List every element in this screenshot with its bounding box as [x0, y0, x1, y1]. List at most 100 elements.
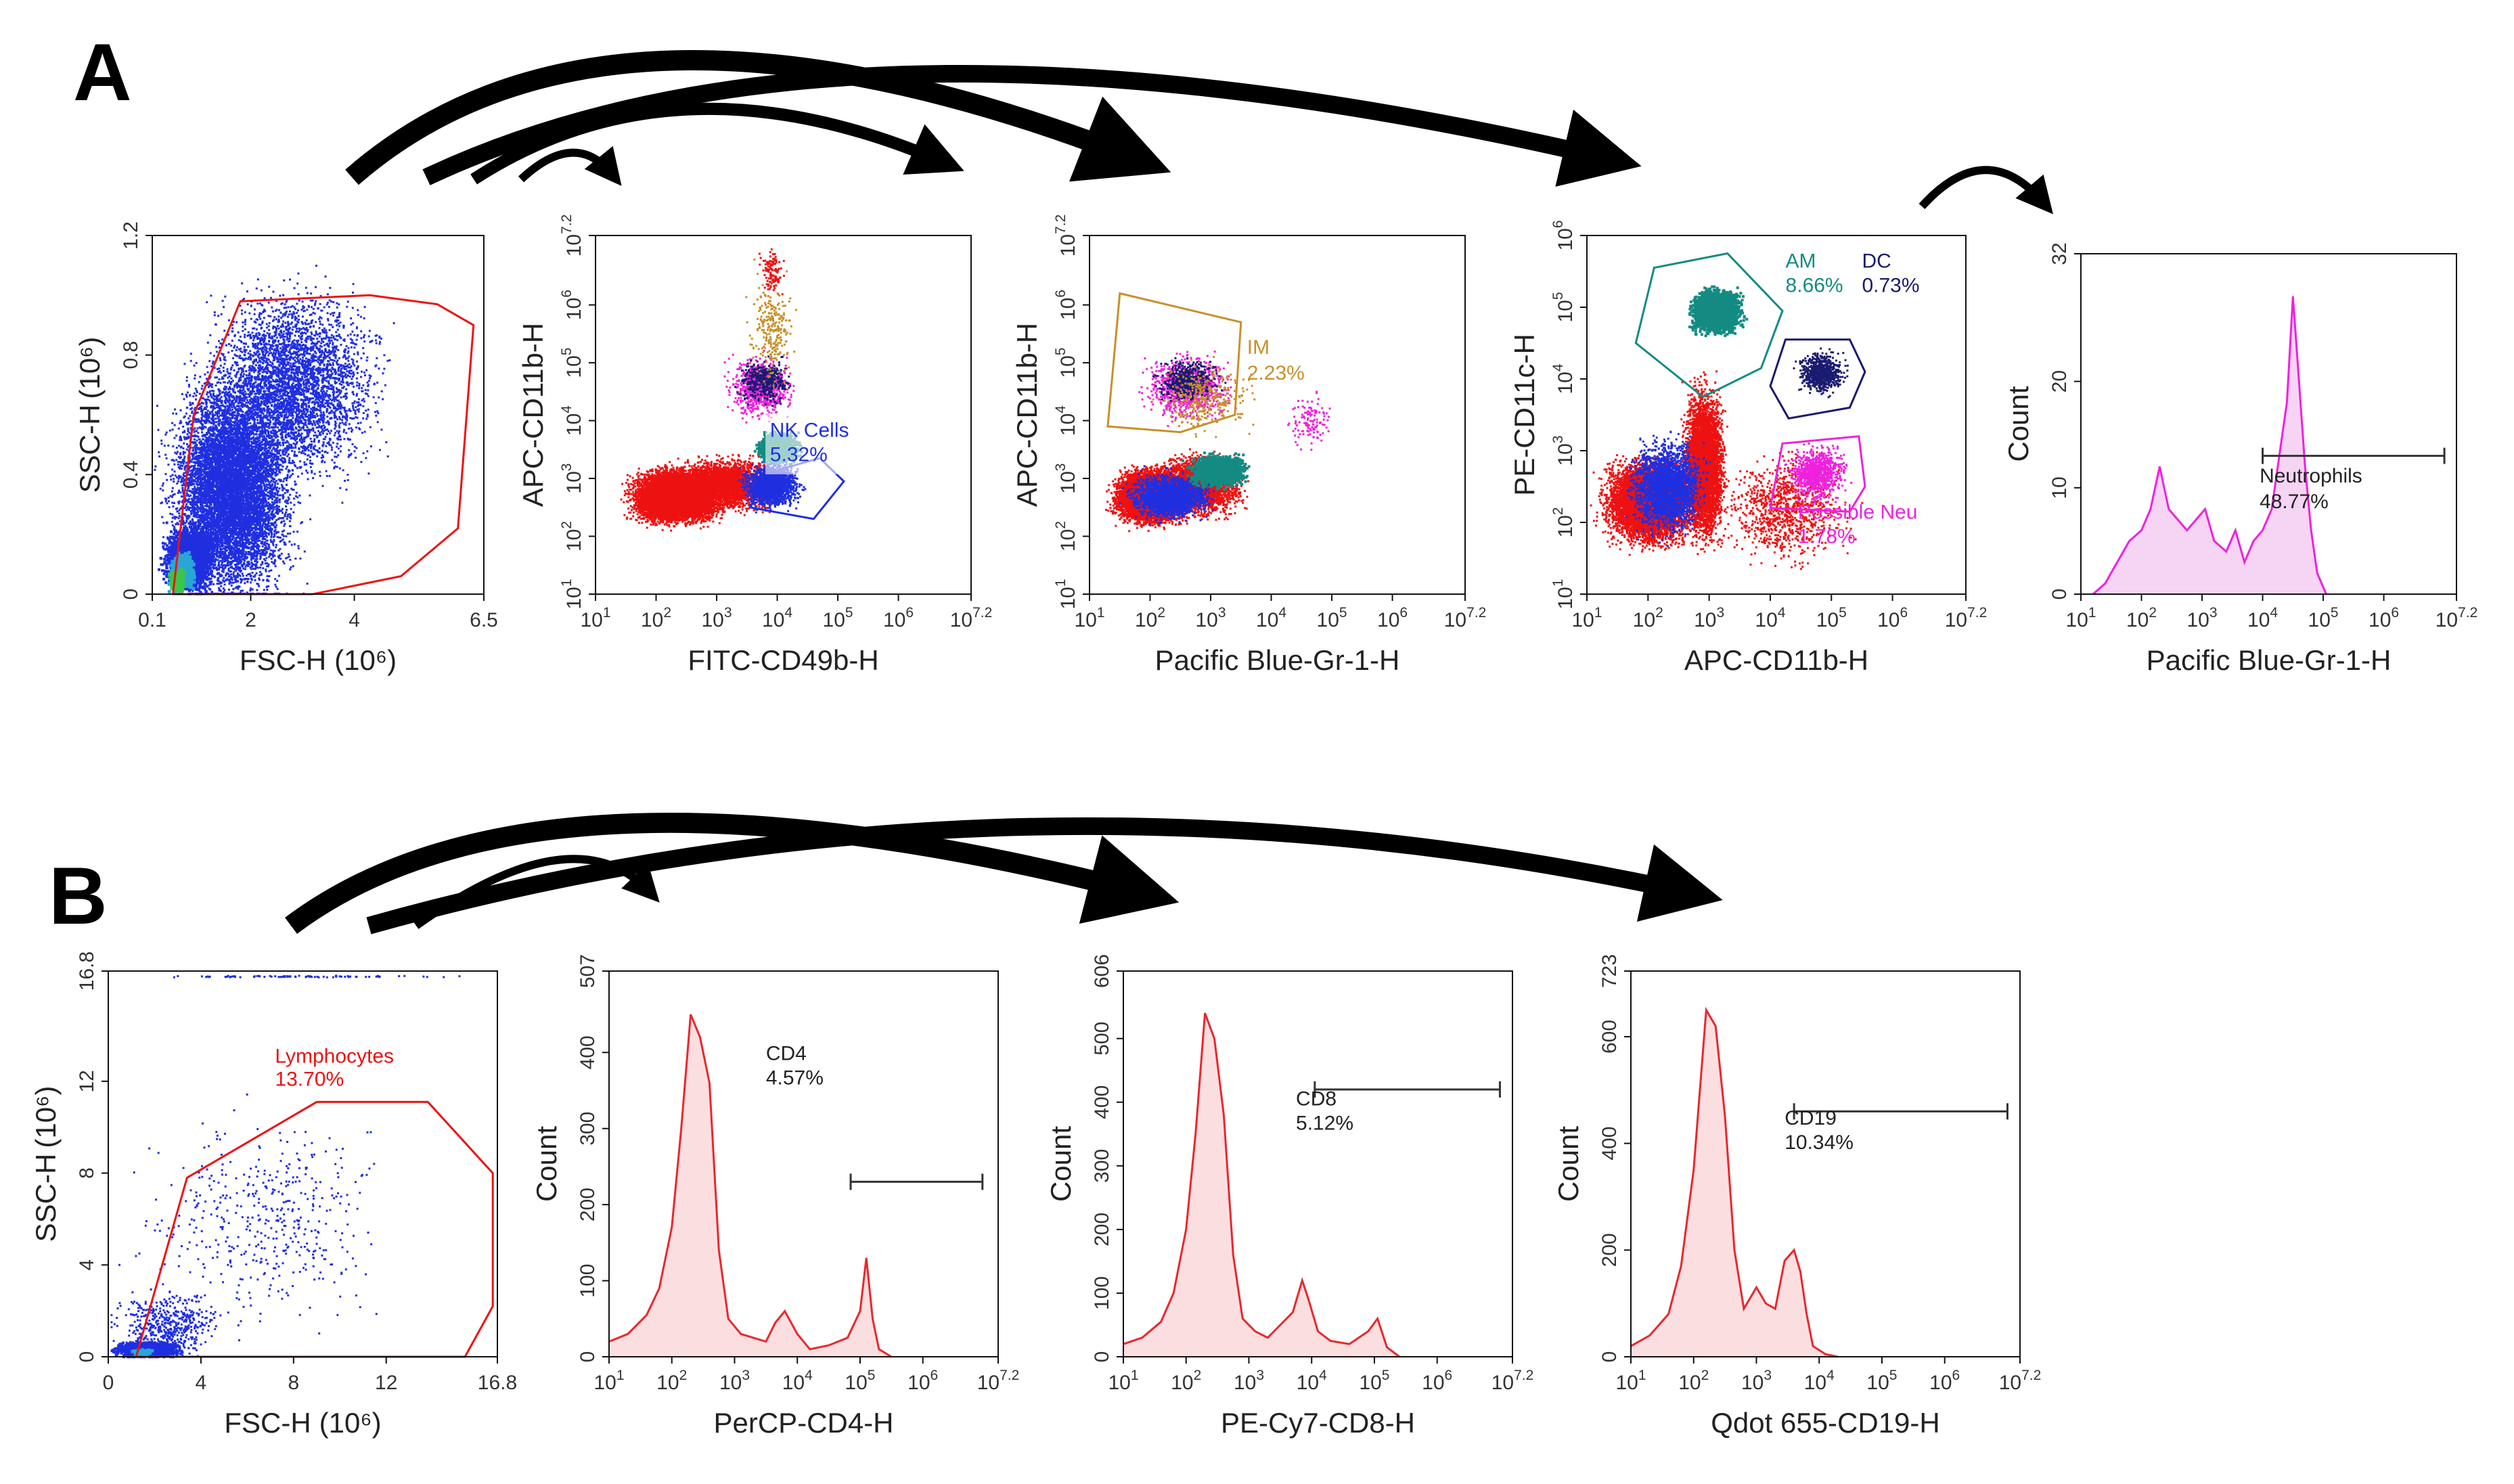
- x-tick-label: 106: [2369, 605, 2399, 631]
- x-tick-label: 102: [1135, 605, 1165, 631]
- histogram-line: [608, 1014, 893, 1358]
- y-tick-label: 106: [559, 290, 585, 320]
- x-tick-label: 106: [1422, 1368, 1452, 1394]
- gate-value-neutrophils: 48.77%: [2260, 491, 2329, 513]
- x-tick-label: 105: [1359, 1368, 1389, 1394]
- y-tick-label: 104: [559, 405, 585, 436]
- x-tick-label: 103: [1694, 605, 1724, 631]
- y-tick-label: 104: [1550, 363, 1577, 394]
- event-cloud: [1625, 430, 1711, 547]
- x-tick-label: 102: [1171, 1368, 1201, 1394]
- x-tick-label: 102: [1633, 605, 1663, 631]
- x-tick-label: 102: [656, 1368, 687, 1394]
- x-tick-label: 105: [845, 1368, 875, 1394]
- y-axis-label: PE-CD11c-H: [1508, 334, 1540, 496]
- y-tick-label: 104: [1053, 405, 1079, 436]
- x-tick-label: 103: [2187, 605, 2218, 631]
- histogram-line: [1630, 1006, 1839, 1358]
- gate-value-cd19: 10.34%: [1785, 1131, 1854, 1154]
- y-tick-label: 200: [1091, 1213, 1113, 1246]
- y-tick-label: 0: [1091, 1351, 1113, 1363]
- y-axis-label: Count: [1045, 1126, 1077, 1202]
- y-tick-label: 400: [1598, 1127, 1621, 1161]
- y-axis-label: SSC-H(10⁶): [30, 1086, 62, 1242]
- x-axis-label: PerCP-CD4-H: [713, 1407, 893, 1439]
- x-tick-label: 6.5: [470, 609, 498, 631]
- x-tick-label: 16.8: [478, 1372, 517, 1394]
- scatter-gr1-cd11b: IM 2.23% 101 102 103 104 105 106 107.2 101 102 103 1…: [1011, 215, 1486, 676]
- x-tick-label: 107.2: [1491, 1368, 1534, 1394]
- y-tick-label: 400: [1091, 1085, 1113, 1119]
- y-tick-label: 32: [2048, 242, 2071, 265]
- x-tick-label: 106: [1929, 1368, 1960, 1394]
- y-axis-label: APC-CD11b-H: [1011, 323, 1043, 507]
- gate-value-dc: 0.73%: [1862, 275, 1919, 297]
- y-tick-label: 300: [577, 1112, 599, 1146]
- gate-am: [1634, 252, 1784, 399]
- x-tick-label: 8: [288, 1372, 299, 1394]
- y-tick-label: 507: [577, 954, 599, 988]
- y-tick-label: 606: [1091, 954, 1113, 988]
- y-tick-label: 106: [1053, 290, 1079, 320]
- x-tick-label: 103: [719, 1368, 750, 1394]
- x-tick-label: 101: [1571, 605, 1602, 631]
- y-tick-label: 107.2: [559, 215, 585, 257]
- gating-arrow: [413, 855, 660, 929]
- x-tick-label: 101: [580, 605, 610, 631]
- event-cloud: [734, 355, 792, 407]
- gating-arrow: [345, 49, 1171, 185]
- gate-im: [1106, 292, 1242, 434]
- plot-frame: [595, 235, 972, 595]
- x-axis-label: APC-CD11b-H: [1684, 644, 1868, 676]
- y-tick-label: 10: [2048, 476, 2071, 499]
- y-tick-label: 200: [1598, 1233, 1621, 1267]
- event-cloud: [758, 248, 785, 296]
- x-tick-label: 105: [1866, 1368, 1897, 1394]
- x-tick-label: 106: [1877, 605, 1908, 631]
- gate-label-backdrop: [765, 413, 847, 474]
- x-tick-label: 101: [1615, 1368, 1646, 1394]
- x-tick-label: 103: [702, 605, 732, 631]
- histogram-area: [609, 1014, 892, 1357]
- x-tick-label: 107.2: [1945, 605, 1988, 631]
- y-tick-label: 106: [1550, 220, 1577, 250]
- y-tick-label: 0: [2048, 589, 2071, 600]
- scatter-fsc-ssc-a: 0.1 2 4 6.5 0 0.4 0.8 1.2 FSC-H (10⁶) SSC-H(10⁶): [74, 221, 498, 676]
- y-tick-label: 20: [2048, 370, 2071, 392]
- y-tick-label: 4: [76, 1259, 98, 1271]
- x-tick-label: 0.1: [138, 609, 166, 631]
- gate-value-lymphocytes: 13.70%: [275, 1069, 344, 1091]
- histogram-line: [2092, 296, 2327, 595]
- histogram-line: [1123, 1012, 1401, 1358]
- gate-value-im: 2.23%: [1247, 362, 1305, 384]
- gate-possible-neu: [1769, 435, 1866, 513]
- x-tick-label: 106: [1377, 605, 1408, 631]
- event-cloud: [723, 350, 795, 424]
- x-tick-label: 105: [1816, 605, 1847, 631]
- event-cloud: [1679, 370, 1728, 556]
- x-tick-label: 103: [1196, 605, 1226, 631]
- gate-name-cd4: CD4: [766, 1043, 807, 1065]
- gate-value-cd8: 5.12%: [1296, 1112, 1353, 1134]
- x-tick-label: 107.2: [1444, 605, 1487, 631]
- plot-frame: [152, 235, 485, 595]
- y-tick-label: 101: [1053, 579, 1079, 609]
- gate-name-im: IM: [1247, 336, 1270, 359]
- y-tick-label: 12: [76, 1070, 98, 1092]
- x-tick-label: 102: [641, 605, 671, 631]
- x-axis-label: Pacific Blue-Gr-1-H: [1155, 644, 1400, 676]
- gate-name-am: AM: [1786, 250, 1816, 273]
- gating-arrow: [1918, 166, 2053, 215]
- y-tick-label: 107.2: [1053, 215, 1079, 257]
- gate-name-dc: DC: [1862, 250, 1891, 273]
- gate-value-possible-neu: 1.78%: [1798, 526, 1856, 548]
- gating-arrow: [518, 145, 622, 186]
- gating-arrow: [422, 64, 1642, 187]
- plot-frame: [608, 970, 999, 1357]
- y-axis-label: SSC-H(10⁶): [74, 337, 106, 493]
- event-cloud: [173, 974, 461, 979]
- x-axis-label: FSC-H (10⁶): [240, 644, 397, 676]
- x-tick-label: 101: [2065, 605, 2096, 631]
- gating-arrows: [284, 49, 2053, 935]
